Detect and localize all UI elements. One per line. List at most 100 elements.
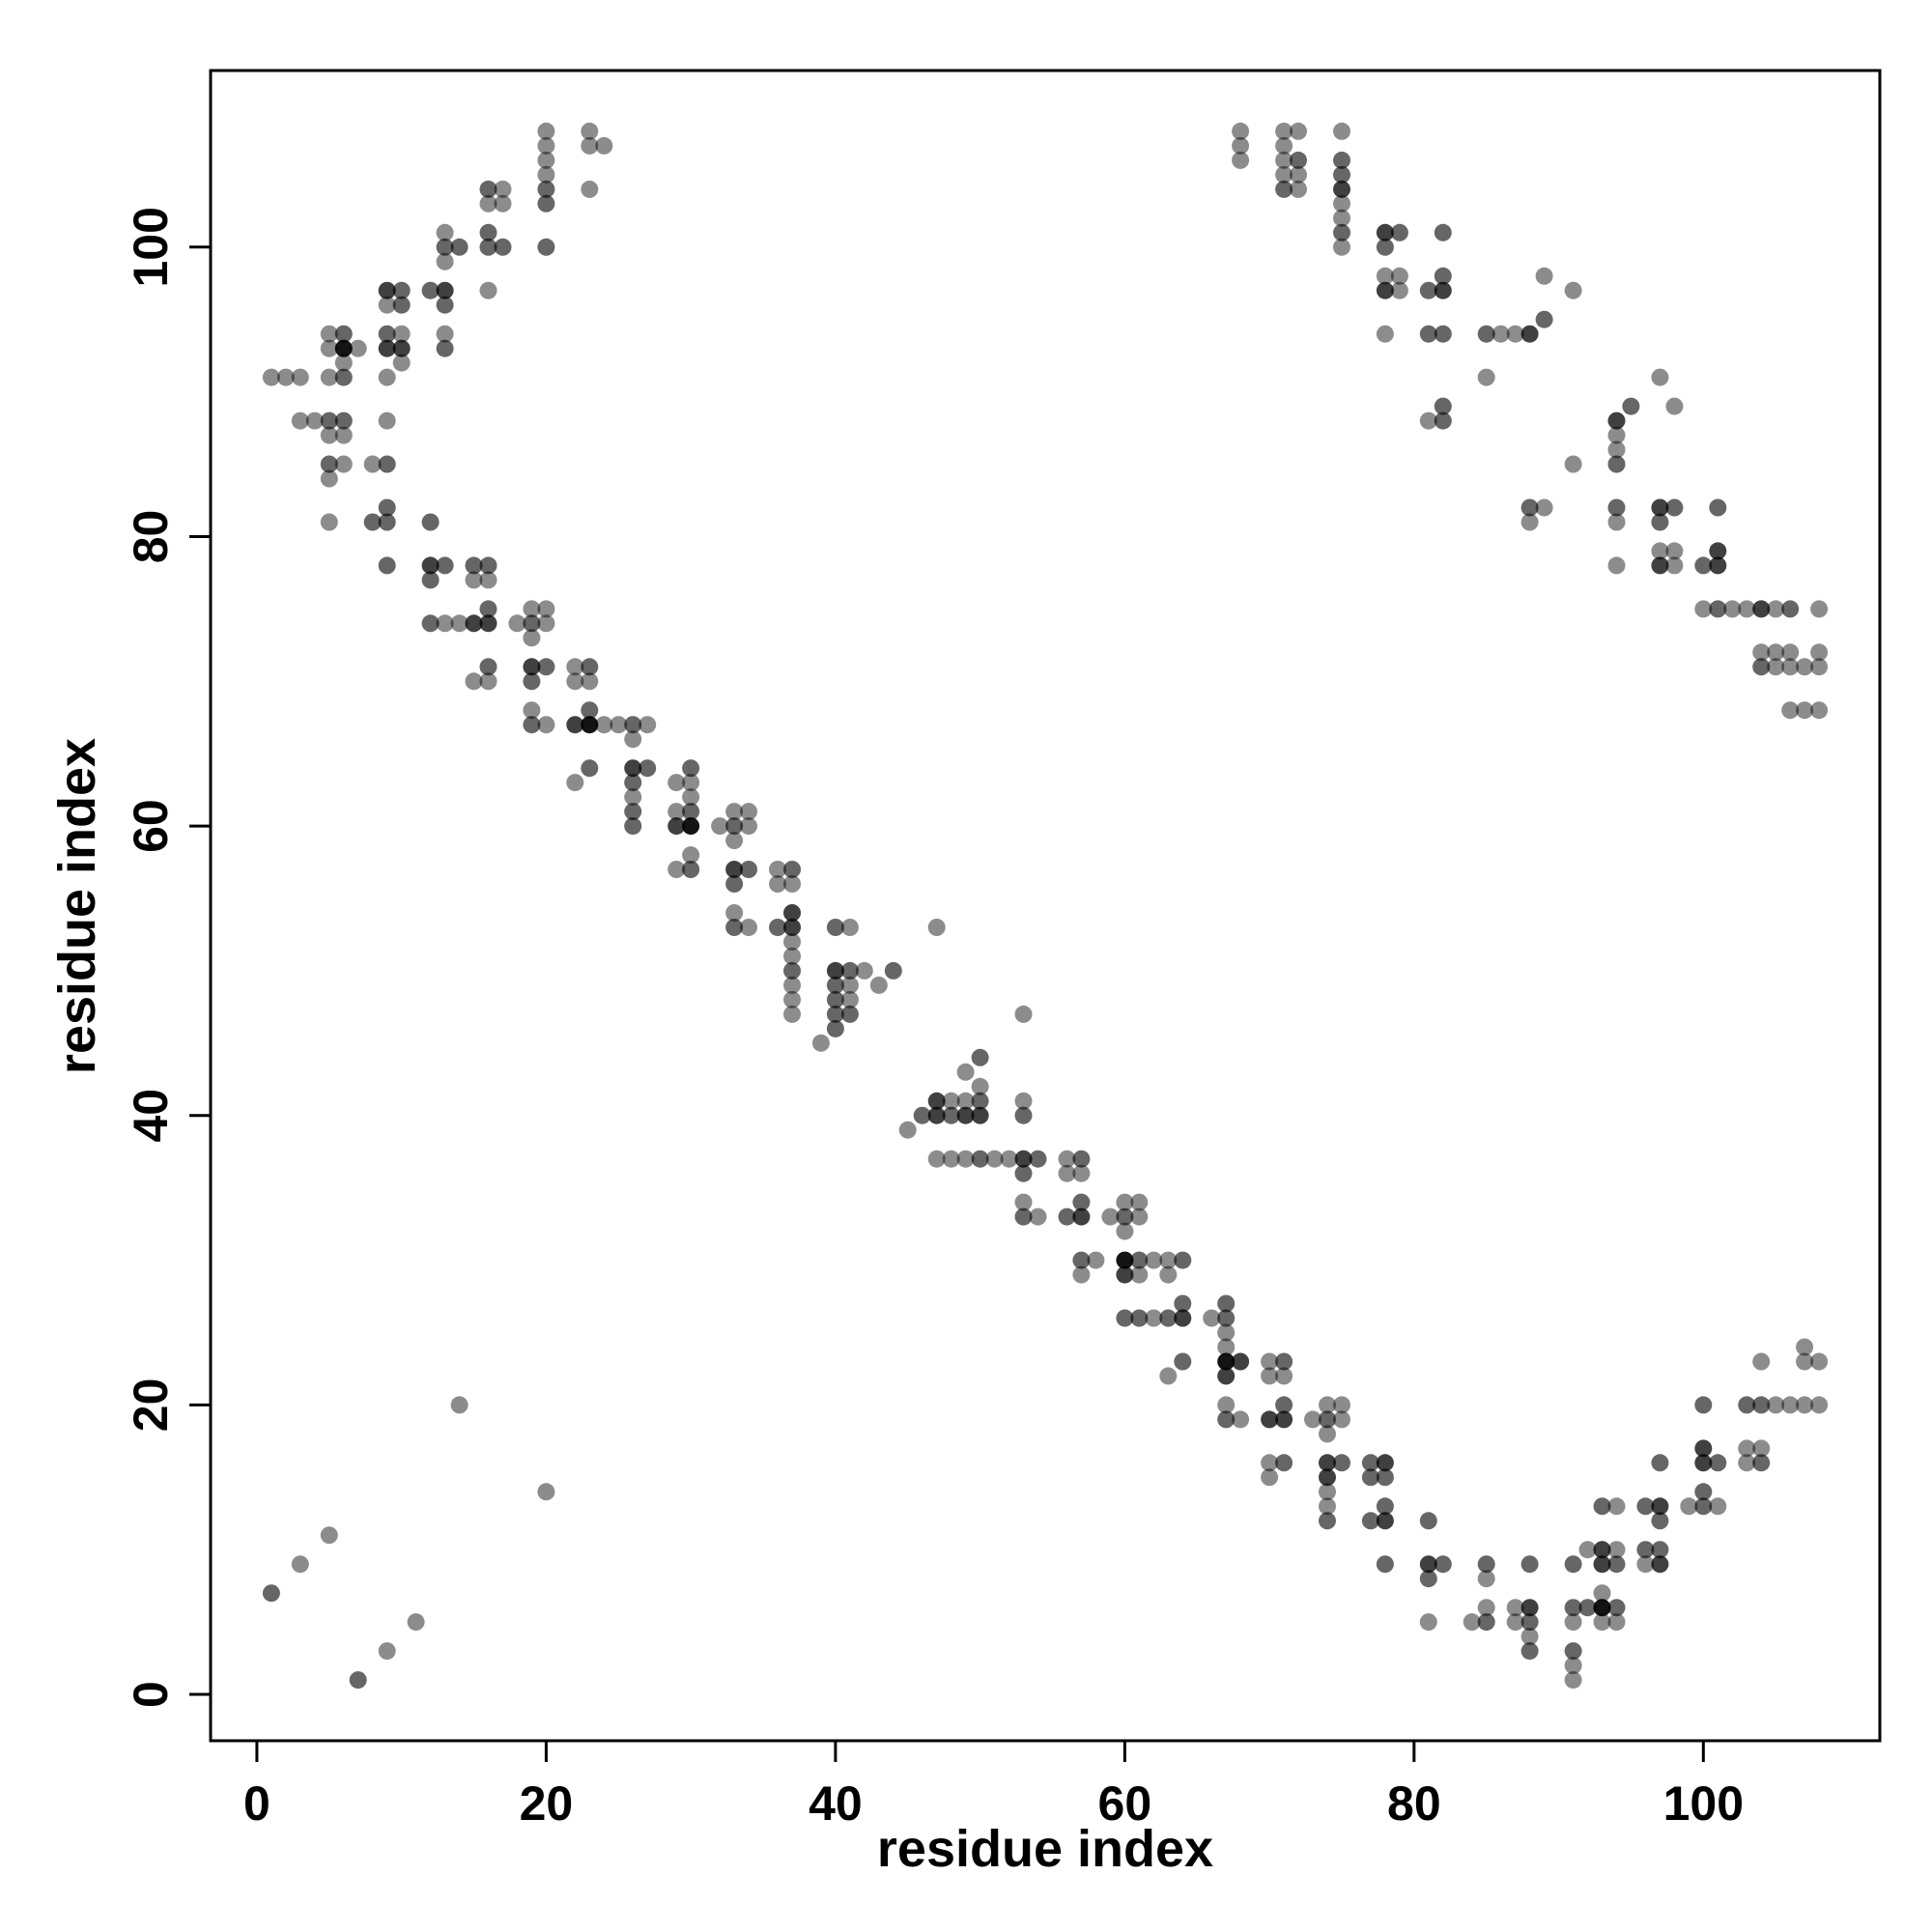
data-point [581, 759, 599, 778]
data-point [334, 339, 353, 357]
data-point [378, 455, 396, 473]
data-point [523, 716, 541, 734]
data-point [494, 180, 512, 198]
data-point [1492, 325, 1510, 343]
data-point [1564, 1599, 1582, 1617]
data-point [595, 716, 613, 734]
data-point [1217, 1294, 1236, 1313]
y-tick-label: 40 [124, 1089, 178, 1143]
data-point [855, 961, 873, 980]
data-point [682, 803, 700, 821]
data-point [826, 976, 844, 994]
data-point [826, 1019, 844, 1037]
x-tick-label: 40 [809, 1776, 863, 1831]
data-point [1130, 1309, 1149, 1327]
data-point [1738, 600, 1756, 618]
data-point [971, 1106, 989, 1124]
data-point [392, 325, 411, 343]
x-tick-label: 80 [1387, 1776, 1441, 1831]
y-tick-label: 80 [124, 510, 178, 564]
data-point [783, 861, 801, 878]
data-point [537, 194, 555, 213]
data-point [1767, 600, 1785, 618]
data-point [479, 238, 497, 256]
data-point [811, 1034, 830, 1052]
data-point [508, 614, 526, 633]
data-point [1072, 1208, 1091, 1226]
data-point [1261, 1367, 1279, 1385]
data-point [1434, 325, 1452, 343]
data-point [1636, 1555, 1655, 1574]
data-point [479, 614, 497, 633]
data-point [1217, 1323, 1236, 1342]
data-point [1376, 267, 1394, 285]
data-point [1578, 1599, 1597, 1617]
y-tick-label: 60 [124, 799, 178, 853]
data-point [1419, 1613, 1437, 1632]
data-point [1434, 1555, 1452, 1574]
data-point [378, 513, 396, 531]
data-point [1651, 1497, 1669, 1516]
data-point [1694, 1396, 1713, 1414]
data-point [1014, 1193, 1033, 1211]
data-point [1636, 1497, 1655, 1516]
data-point [1694, 600, 1713, 618]
data-point [1680, 1497, 1698, 1516]
data-point [1593, 1613, 1611, 1632]
data-point [378, 498, 396, 517]
data-point [1477, 1599, 1495, 1617]
data-point [1477, 1555, 1495, 1574]
data-point [1767, 1396, 1785, 1414]
data-point [610, 716, 628, 734]
data-point [1390, 281, 1408, 299]
data-point [1333, 209, 1350, 227]
data-point [262, 1584, 280, 1603]
data-point [537, 165, 555, 184]
data-point [595, 136, 613, 155]
data-point [1796, 701, 1814, 720]
data-point [1796, 1396, 1814, 1414]
data-point [1319, 1454, 1336, 1472]
data-point [682, 774, 700, 792]
data-point [334, 354, 353, 372]
data-point [392, 281, 411, 299]
data-point [971, 1077, 989, 1095]
data-point [566, 774, 584, 792]
data-point [1376, 281, 1394, 299]
data-point [1651, 1541, 1669, 1559]
data-point [421, 513, 440, 531]
data-point [1520, 513, 1539, 531]
data-point [1419, 281, 1437, 299]
data-point [1116, 1309, 1134, 1327]
data-point [1333, 1454, 1350, 1472]
data-point [523, 701, 541, 720]
data-point [450, 238, 469, 256]
data-point [1520, 1599, 1539, 1617]
data-point [1217, 1410, 1236, 1429]
data-point [1607, 1599, 1626, 1617]
data-point [826, 919, 844, 936]
data-point [1477, 1570, 1495, 1588]
data-point [1651, 1512, 1669, 1530]
data-point [1781, 1396, 1800, 1414]
data-point [392, 296, 411, 314]
data-point [1275, 180, 1293, 198]
data-point [479, 556, 497, 575]
data-point [1419, 1512, 1437, 1530]
data-point [624, 788, 642, 807]
data-point [1578, 1541, 1597, 1559]
data-point [1014, 1164, 1033, 1182]
data-point [1593, 1584, 1611, 1603]
data-point [1520, 1642, 1539, 1661]
data-point [421, 556, 440, 575]
x-axis-label: residue index [877, 1820, 1213, 1878]
data-point [927, 919, 946, 936]
data-point [1694, 1454, 1713, 1472]
data-point [1333, 238, 1350, 256]
data-point [927, 1092, 946, 1110]
data-point [1781, 600, 1800, 618]
data-point [1174, 1352, 1192, 1371]
data-point [465, 571, 483, 589]
data-point [783, 947, 801, 965]
